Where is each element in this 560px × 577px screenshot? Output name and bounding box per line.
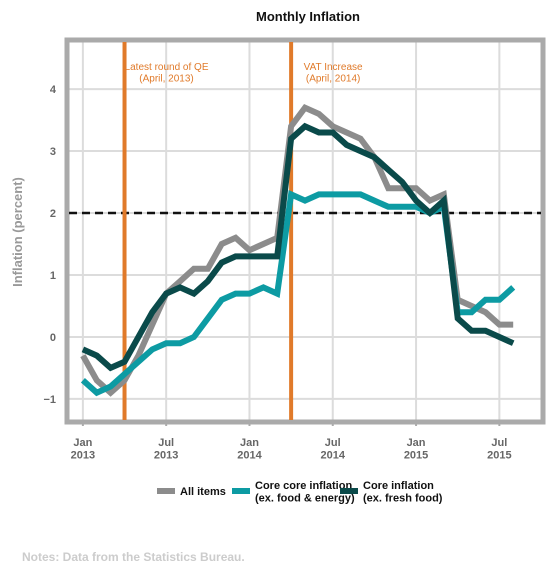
series-line — [80, 190, 516, 397]
y-tick-label: 4 — [50, 84, 57, 96]
event-label: VAT Increase (April, 2014) — [304, 62, 363, 85]
x-tick-label: Jan 2015 — [404, 437, 428, 462]
y-tick-label: −1 — [43, 394, 56, 406]
chart-title: Monthly Inflation — [256, 9, 360, 24]
y-axis-label: Inflation (percent) — [10, 177, 25, 287]
legend-label: Core core inflation (ex. food & energy) — [255, 480, 355, 505]
series-line — [81, 122, 515, 372]
legend-label: Core inflation (ex. fresh food) — [363, 480, 443, 505]
x-tick-label: Jan 2014 — [237, 437, 262, 462]
y-tick-label: 1 — [50, 270, 56, 282]
series-line — [80, 103, 514, 397]
note: Notes: Data from the Statistics Bureau. — [22, 550, 245, 564]
plot-frame — [64, 37, 546, 425]
legend-label: All items — [180, 486, 226, 498]
x-tick-label: Jul 2014 — [321, 437, 346, 462]
y-tick-label: 3 — [50, 146, 56, 158]
x-tick-label: Jul 2015 — [487, 437, 511, 462]
y-tick-label: 0 — [50, 332, 56, 344]
y-tick-label: 2 — [50, 208, 56, 220]
x-tick-label: Jul 2013 — [154, 437, 178, 462]
event-label: Latest round of QE (April, 2013) — [125, 62, 209, 85]
x-tick-label: Jan 2013 — [71, 437, 95, 462]
